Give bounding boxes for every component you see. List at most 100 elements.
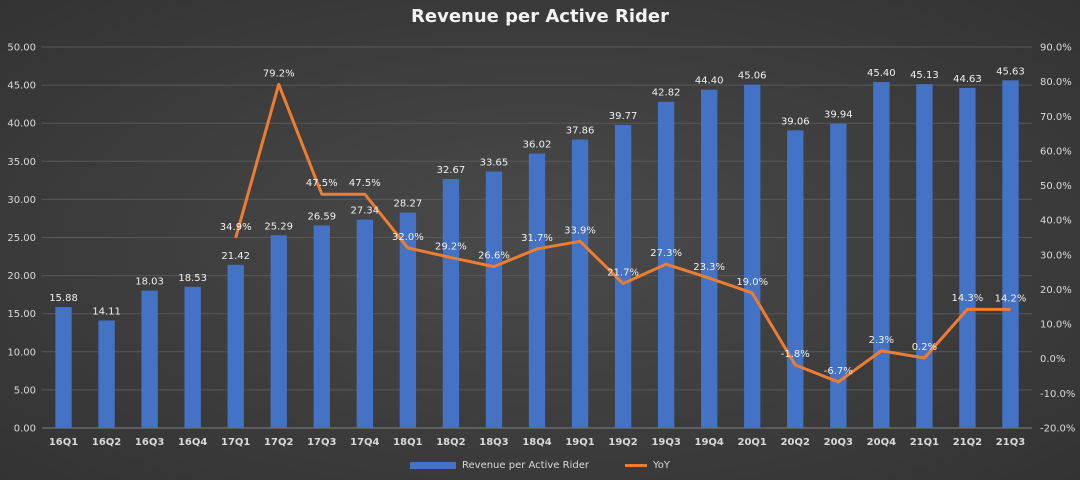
bar-data-label: 28.27: [394, 199, 423, 210]
y-right-tick-label: -10.0%: [1040, 389, 1075, 400]
bar-data-label: 15.88: [49, 293, 78, 304]
yoy-data-label: 26.6%: [478, 251, 510, 262]
y-right-tick-label: 90.0%: [1040, 43, 1072, 54]
yoy-data-label: 31.7%: [521, 233, 553, 244]
bar: [571, 139, 589, 428]
x-tick-label: 19Q1: [565, 437, 594, 448]
x-tick-label: 18Q2: [436, 437, 465, 448]
yoy-data-label: 14.2%: [995, 294, 1027, 305]
yoy-data-label: -1.8%: [781, 349, 810, 360]
bar-data-label: 44.63: [953, 74, 982, 85]
y-left-tick-label: 35.00: [7, 157, 36, 168]
yoy-data-label: -6.7%: [824, 366, 853, 377]
bar: [485, 171, 503, 428]
bar: [442, 179, 460, 428]
yoy-data-label: 14.3%: [952, 293, 984, 304]
yoy-line: [234, 82, 1011, 384]
bar: [959, 87, 976, 428]
bar-data-label: 39.94: [824, 110, 853, 121]
yoy-data-label: 23.3%: [693, 262, 725, 273]
bar: [1002, 80, 1019, 428]
bar: [98, 320, 115, 428]
x-tick-label: 21Q2: [953, 437, 982, 448]
x-tick-label: 20Q1: [738, 437, 767, 448]
yoy-data-label: 0.2%: [912, 342, 937, 353]
y-right-tick-label: 40.0%: [1040, 216, 1072, 227]
x-tick-label: 21Q3: [996, 437, 1025, 448]
bar-data-label: 45.40: [867, 68, 896, 79]
x-tick-label: 18Q4: [522, 437, 551, 448]
yoy-data-label: 34.9%: [220, 222, 252, 233]
bar-data-label: 37.86: [566, 126, 595, 137]
y-right-tick-label: 30.0%: [1040, 250, 1072, 261]
y-left-tick-label: 50.00: [7, 43, 36, 54]
x-tick-label: 18Q3: [479, 437, 508, 448]
legend-swatch-bar: [410, 462, 456, 469]
bar-data-label: 33.65: [480, 158, 509, 169]
bar-data-label: 45.63: [996, 66, 1025, 77]
bar: [830, 123, 847, 429]
bar: [227, 264, 244, 428]
y-left-tick-label: 30.00: [7, 195, 36, 206]
bar: [141, 290, 158, 428]
bar: [787, 130, 804, 428]
x-tick-label: 16Q4: [178, 437, 207, 448]
legend-swatch-line: [624, 464, 647, 467]
x-tick-label: 17Q2: [264, 437, 293, 448]
legend: Revenue per Active Rider YoY: [0, 460, 1080, 471]
y-right-tick-label: 20.0%: [1040, 285, 1072, 296]
y-left-tick-label: 0.00: [14, 424, 36, 435]
x-tick-label: 20Q2: [781, 437, 810, 448]
bar-data-label: 25.29: [264, 221, 293, 232]
bar: [614, 124, 632, 428]
bar-data-label: 39.77: [609, 111, 638, 122]
x-tick-label: 16Q3: [135, 437, 164, 448]
bar: [270, 235, 287, 428]
bar: [313, 225, 330, 428]
bar-data-label: 36.02: [523, 140, 552, 151]
yoy-data-label: 29.2%: [435, 242, 467, 253]
bar: [744, 84, 761, 429]
x-tick-label: 19Q2: [608, 437, 637, 448]
bar: [399, 212, 417, 428]
yoy-data-label: 32.0%: [392, 232, 424, 243]
yoy-data-label: 47.5%: [349, 178, 381, 189]
bar: [528, 153, 546, 429]
chart-title: Revenue per Active Rider: [411, 6, 669, 27]
bar-data-label: 18.53: [178, 273, 207, 284]
y-right-tick-label: 0.0%: [1040, 354, 1065, 365]
y-left-tick-label: 20.00: [7, 271, 36, 282]
y-left-tick-label: 45.00: [7, 81, 36, 92]
bar-data-label: 21.42: [221, 251, 250, 262]
yoy-data-label: 33.9%: [564, 225, 596, 236]
bar: [700, 89, 718, 428]
legend-item-yoy[interactable]: YoY: [624, 460, 670, 471]
y-right-tick-label: 70.0%: [1040, 112, 1072, 123]
bar-data-label: 14.11: [92, 306, 121, 317]
yoy-data-label: 19.0%: [736, 277, 768, 288]
y-left-tick-label: 10.00: [7, 347, 36, 358]
yoy-data-label: 2.3%: [869, 335, 894, 346]
y-left-tick-label: 5.00: [14, 385, 36, 396]
x-tick-label: 18Q1: [393, 437, 422, 448]
legend-label-yoy: YoY: [652, 460, 670, 471]
legend-label-revenue: Revenue per Active Rider: [462, 460, 589, 471]
x-tick-label: 17Q4: [350, 437, 379, 448]
y-left-tick-label: 40.00: [7, 119, 36, 130]
bar: [873, 82, 890, 428]
x-tick-label: 17Q3: [307, 437, 336, 448]
y-right-tick-label: 50.0%: [1040, 181, 1072, 192]
yoy-data-label: 27.3%: [650, 248, 682, 259]
y-right-tick-label: 10.0%: [1040, 320, 1072, 331]
bar-data-label: 27.34: [351, 206, 380, 217]
legend-item-revenue[interactable]: Revenue per Active Rider: [410, 460, 589, 471]
bar-data-label: 39.06: [781, 116, 810, 127]
bar-data-label: 18.03: [135, 277, 164, 288]
yoy-data-label: 79.2%: [263, 68, 295, 79]
x-tick-label: 21Q1: [910, 437, 939, 448]
x-tick-label: 19Q4: [694, 437, 723, 448]
bar-data-label: 44.40: [695, 76, 724, 87]
x-tick-label: 20Q3: [824, 437, 853, 448]
bar-data-label: 45.06: [738, 71, 767, 82]
